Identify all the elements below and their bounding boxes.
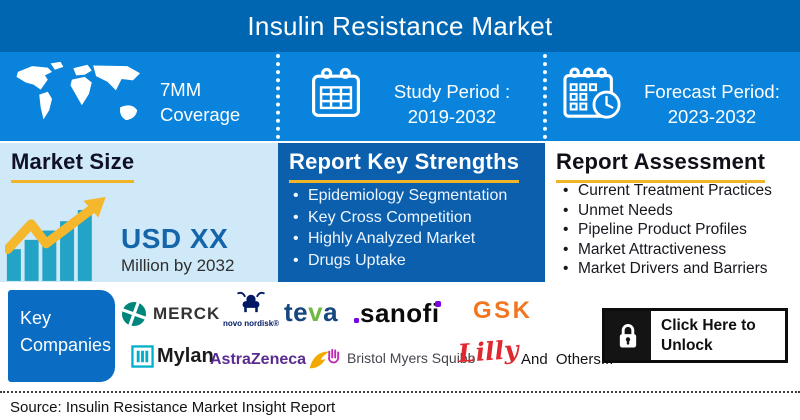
astrazeneca-label: AstraZeneca (210, 351, 307, 368)
logo-gsk: GSK (473, 297, 533, 324)
lock-icon (619, 323, 637, 348)
bms-hand-icon (327, 348, 340, 364)
forecast-period-line2: 2023-2032 (667, 106, 757, 127)
header-bar: Insulin Resistance Market (0, 0, 800, 52)
footer-dotted-divider (0, 391, 800, 393)
list-item: Unmet Needs (561, 201, 772, 221)
forecast-period-label: Forecast Period: 2023-2032 (628, 79, 796, 129)
coverage-line2: Coverage (160, 104, 241, 125)
world-map-icon (16, 61, 141, 121)
list-item: Pipeline Product Profiles (561, 220, 772, 240)
study-period-line1: Study Period : (393, 81, 511, 102)
market-value-caption: Million by 2032 (121, 256, 235, 275)
logo-novo-nordisk: novo nordisk® (222, 291, 280, 328)
market-value: USD XX (121, 223, 229, 254)
sanofi-purple-dot-icon (434, 301, 441, 307)
logo-mylan: Mylan (131, 345, 214, 368)
logo-bristol-myers-squibb: Bristol Myers Squibb (325, 348, 475, 367)
novo-nordisk-bull-icon (237, 291, 265, 313)
list-item: Market Attractiveness (561, 240, 772, 260)
divider-dotted (543, 54, 547, 139)
sanofi-label: sanofi (360, 298, 440, 328)
report-assessment-panel: Report Assessment Current Treatment Prac… (545, 143, 800, 282)
teva-text: a (323, 297, 339, 327)
market-size-heading: Market Size (11, 149, 135, 183)
list-item: Drugs Uptake (291, 250, 507, 272)
logo-teva: teva (284, 297, 338, 328)
sanofi-purple-dot-icon (354, 318, 359, 323)
market-size-panel: Market Size USD XX Million by 2032 (0, 143, 278, 282)
teva-v-leaf: v (308, 297, 324, 327)
unlock-label: Click Here to Unlock (661, 317, 756, 354)
coverage-label: 7MM Coverage (160, 77, 240, 127)
calendar-icon (312, 67, 360, 117)
merck-icon (120, 300, 148, 328)
forecast-period-line1: Forecast Period: (644, 81, 780, 102)
teva-text: te (284, 297, 309, 327)
icon-band (0, 52, 800, 141)
novo-nordisk-label: novo nordisk® (222, 319, 280, 328)
study-period-line2: 2019-2032 (407, 106, 497, 127)
logo-astrazeneca: AstraZeneca (210, 348, 331, 372)
assessment-heading: Report Assessment (556, 149, 766, 183)
report-key-strengths-panel: Report Key Strengths Epidemiology Segmen… (278, 143, 545, 282)
logo-merck: MERCK (119, 299, 220, 329)
strengths-list: Epidemiology Segmentation Key Cross Comp… (291, 185, 507, 271)
divider-dotted (276, 54, 280, 139)
calendar-clock-icon (563, 67, 621, 119)
logo-sanofi: sanofi (354, 298, 441, 329)
mylan-label: Mylan (157, 345, 214, 367)
strengths-heading: Report Key Strengths (289, 149, 520, 183)
key-companies-box: Key Companies (8, 290, 115, 382)
bms-label: Bristol Myers Squibb (347, 349, 476, 366)
astrazeneca-swoosh-icon (309, 351, 330, 369)
mylan-icon (131, 345, 154, 368)
list-item: Epidemiology Segmentation (291, 185, 507, 207)
logo-lilly: Lilly (457, 334, 520, 369)
list-item: Market Drivers and Barriers (561, 259, 772, 279)
page-title: Insulin Resistance Market (247, 10, 553, 41)
and-others-label: And Others... (521, 351, 614, 368)
unlock-button[interactable]: Click Here to Unlock (602, 308, 788, 363)
unlock-lock-block (605, 311, 651, 360)
list-item: Key Cross Competition (291, 207, 507, 229)
list-item: Current Treatment Practices (561, 181, 772, 201)
study-period-label: Study Period : 2019-2032 (368, 79, 536, 129)
assessment-list: Current Treatment Practices Unmet Needs … (561, 181, 772, 279)
growth-chart-icon (5, 196, 106, 281)
list-item: Highly Analyzed Market (291, 228, 507, 250)
source-note: Source: Insulin Resistance Market Insigh… (10, 399, 336, 416)
merck-label: MERCK (153, 304, 221, 323)
coverage-line1: 7MM (160, 79, 202, 100)
